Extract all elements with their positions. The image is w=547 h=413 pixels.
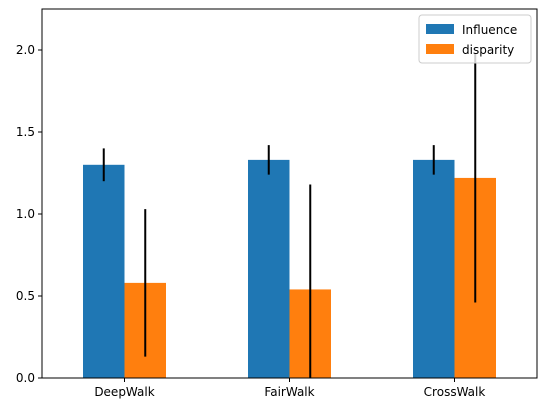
plot-frame <box>41 8 538 379</box>
error-bars-layer <box>102 53 477 378</box>
y-tick-label: 2.0 <box>16 43 35 57</box>
x-tick-label-deepwalk: DeepWalk <box>94 385 154 399</box>
legend: Influence disparity <box>418 14 532 64</box>
bar-influence-deepwalk <box>83 164 125 378</box>
y-tick-label: 1.0 <box>16 207 35 221</box>
legend-label-disparity: disparity <box>462 43 514 57</box>
bar-influence-crosswalk <box>413 159 455 378</box>
x-tick-label-crosswalk: CrossWalk <box>424 385 486 399</box>
bar-influence-fairwalk <box>248 159 290 378</box>
x-axis: DeepWalk FairWalk CrossWalk <box>94 378 485 399</box>
legend-label-influence: Influence <box>462 23 517 37</box>
y-tick-label: 1.5 <box>16 125 35 139</box>
x-tick-label-fairwalk: FairWalk <box>264 385 314 399</box>
y-tick-label: 0.0 <box>16 371 35 385</box>
legend-swatch-influence <box>426 24 454 34</box>
y-tick-label: 0.5 <box>16 289 35 303</box>
legend-swatch-disparity <box>426 44 454 54</box>
y-axis: 0.0 0.5 1.0 1.5 2.0 <box>16 43 42 385</box>
